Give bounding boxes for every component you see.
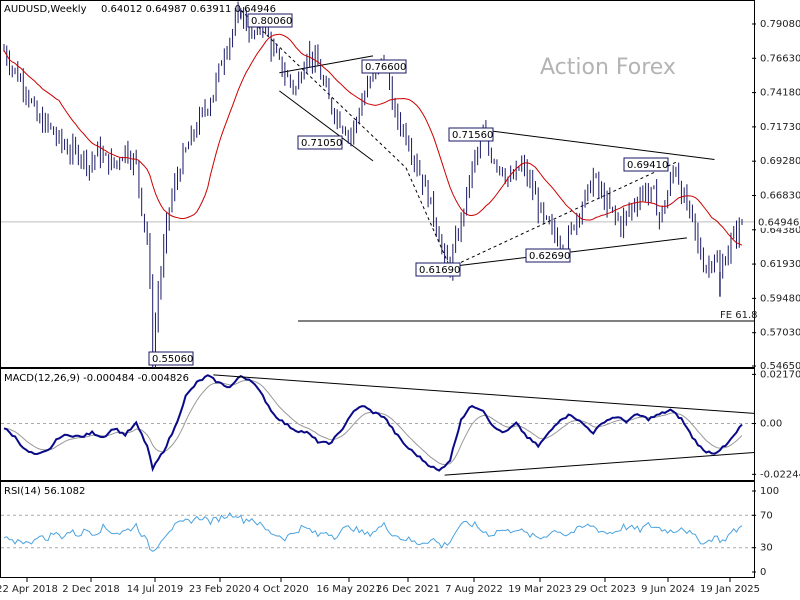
macd-tick-label: 0.00 — [760, 419, 782, 430]
x-tick-label: 2 Dec 2018 — [62, 584, 120, 595]
price-tick-label: 0.69280 — [760, 156, 800, 167]
price-tick-label: 0.76630 — [760, 53, 800, 64]
annotation-box — [448, 127, 494, 142]
annotation-label: 0.76600 — [365, 62, 406, 73]
annotation-box — [148, 351, 194, 366]
annotation-label: 0.80060 — [251, 16, 292, 27]
grid-lines — [1, 221, 754, 549]
x-tick-label: 19 Mar 2023 — [508, 584, 571, 595]
x-axis-labels: 22 Apr 2018 2 Dec 2018 14 Jul 2019 23 Feb 2… — [0, 578, 760, 595]
annotation-box — [297, 135, 343, 150]
x-tick-label: 9 Jun 2024 — [641, 584, 695, 595]
dashed-trend-2 — [405, 167, 451, 268]
wedge-upper — [279, 55, 374, 74]
price-tick-label: 0.59480 — [760, 293, 800, 304]
annotation-box — [247, 13, 293, 28]
current-price-label: 0.64946 — [758, 217, 799, 228]
rsi-tick-label: 70 — [760, 510, 773, 521]
macd-tick-label: -0.022445 — [760, 469, 800, 480]
rsi-tick-label: 100 — [760, 486, 779, 497]
annotation-box — [525, 248, 571, 263]
moving-average-line — [3, 33, 743, 246]
price-tick-label: 0.71730 — [760, 122, 800, 133]
rsi-tick-label: 0 — [760, 567, 766, 578]
moving-average — [3, 33, 743, 246]
price-tick-label: 0.64380 — [760, 225, 800, 236]
macd-header: MACD(12,26,9) -0.000484 -0.004826 — [4, 373, 189, 384]
fib-extension-label: FE 61.8 — [720, 310, 758, 321]
annotation-box — [415, 262, 461, 277]
x-tick-label: 26 Dec 2021 — [376, 584, 440, 595]
annotation-label: 0.55060 — [152, 354, 193, 365]
x-tick-label: 4 Oct 2020 — [253, 584, 308, 595]
price-annotations: 0.80060 0.76600 0.71050 0.71560 0.69410 0.626… — [148, 13, 669, 366]
watermark: Action Forex — [540, 55, 676, 80]
annotation-label: 0.69410 — [627, 160, 668, 171]
rsi-header: RSI(14) 56.1082 — [4, 486, 85, 497]
annotation-label: 0.61690 — [419, 265, 460, 276]
x-tick-label: 14 Jul 2019 — [127, 584, 184, 595]
x-tick-label: 7 Aug 2022 — [445, 584, 503, 595]
macd-lines — [3, 374, 755, 476]
price-tick-label: 0.61930 — [760, 259, 800, 270]
price-bars — [3, 1, 743, 369]
macd-trend-upper — [213, 374, 755, 414]
symbol-title: AUDUSD,Weekly — [4, 4, 87, 15]
y-axis-labels: 0.79080 0.76630 0.74180 0.71730 0.69280 0.668… — [752, 19, 800, 578]
annotation-label: 0.71050 — [301, 138, 342, 149]
annotation-label: 0.62690 — [529, 251, 570, 262]
x-tick-label: 23 Feb 2020 — [189, 584, 251, 595]
x-tick-label: 22 Apr 2018 — [0, 584, 58, 595]
price-tick-label: 0.66830 — [760, 190, 800, 201]
annotation-label: 0.71560 — [452, 130, 493, 141]
price-tick-label: 0.79080 — [760, 19, 800, 30]
macd-panel[interactable] — [0, 368, 755, 481]
price-tick-label: 0.54650 — [760, 361, 800, 372]
ohlc-values: 0.64012 0.64987 0.63911 0.64946 — [101, 4, 276, 15]
x-tick-label: 16 May 2021 — [316, 584, 381, 595]
price-tick-label: 0.57030 — [760, 328, 800, 339]
wedge-lower — [279, 90, 374, 162]
rsi-main-line — [3, 511, 743, 552]
x-tick-label: 29 Oct 2023 — [574, 584, 636, 595]
macd-main-line — [3, 374, 743, 473]
rsi-tick-label: 30 — [760, 543, 773, 554]
current-price-tag — [755, 215, 799, 228]
triangle-upper — [477, 128, 715, 160]
rsi-line — [3, 511, 743, 552]
x-tick-label: 19 Jan 2025 — [700, 584, 760, 595]
price-tick-label: 0.74180 — [760, 88, 800, 99]
annotation-box — [361, 59, 407, 74]
annotation-box — [623, 157, 669, 172]
macd-tick-label: 0.021701 — [760, 369, 800, 380]
macd-trend-lower — [444, 452, 755, 476]
